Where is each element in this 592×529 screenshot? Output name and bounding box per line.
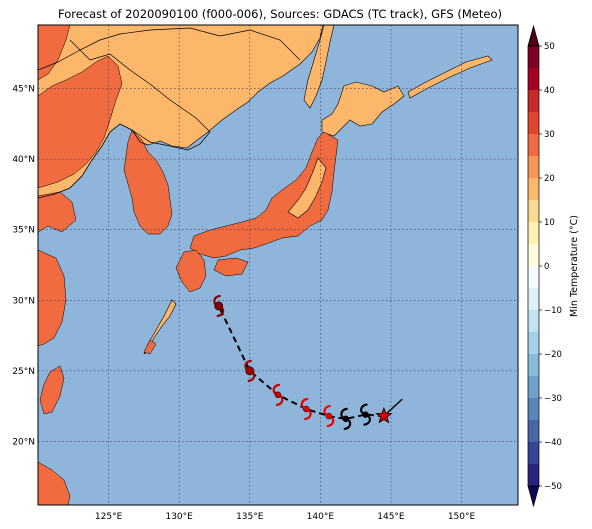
longitude-tick-label: 130°E xyxy=(165,512,193,522)
typhoon-symbol-icon xyxy=(213,294,225,318)
typhoon-symbol-icon xyxy=(340,407,352,430)
colorbar-bin xyxy=(528,68,539,91)
colorbar-bin xyxy=(528,90,539,113)
china-south-warm xyxy=(38,249,67,347)
current-position-star-icon xyxy=(375,406,393,424)
colorbar-tick-label: 50 xyxy=(544,42,555,52)
colorbar-tick-label: −10 xyxy=(544,306,562,316)
colorbar-tick-label: −40 xyxy=(544,438,562,448)
shikoku xyxy=(213,257,249,277)
colorbar-bin xyxy=(528,464,539,487)
typhoon-symbol-icon xyxy=(300,397,312,421)
colorbar-over-arrow xyxy=(527,24,540,47)
hokkaido xyxy=(321,81,405,137)
typhoon-symbol-icon xyxy=(244,359,256,382)
colorbar-bin xyxy=(528,134,539,157)
colorbar-tick-label: 0 xyxy=(544,262,549,272)
asia-coastline xyxy=(38,123,149,199)
colorbar-bin xyxy=(528,222,539,245)
colorbar-bin xyxy=(528,178,539,201)
colorbar-bin xyxy=(528,442,539,465)
colorbar-bin xyxy=(528,200,539,223)
colorbar-tick-label: 20 xyxy=(544,174,555,184)
latitude-labels: 20°N 25°N 30°N 35°N 40°N 45°N xyxy=(12,85,35,448)
liaoning-warm xyxy=(38,55,123,189)
china-korea-border xyxy=(69,39,211,151)
typhoon-symbol-icon xyxy=(272,383,284,406)
land-layer xyxy=(38,25,493,505)
chart-title: Forecast of 2020090100 (f000-006), Sourc… xyxy=(58,7,502,21)
longitude-tick-label: 135°E xyxy=(236,512,264,522)
korea-peninsula xyxy=(123,129,173,235)
typhoon-symbol-icon xyxy=(323,404,335,428)
colorbar-bin xyxy=(528,46,539,69)
graticule xyxy=(38,25,518,505)
colorbar-tick-label: −20 xyxy=(544,350,562,360)
colorbar-bin xyxy=(528,112,539,135)
latitude-tick-label: 40°N xyxy=(12,155,35,165)
honshu xyxy=(189,131,339,259)
colorbar-bin xyxy=(528,376,539,399)
colorbar-bin xyxy=(528,244,539,267)
longitude-tick-label: 140°E xyxy=(307,512,335,522)
kyushu xyxy=(175,249,207,293)
colorbar: 50 40 30 20 10 0 −10 −20 −30 −40 −50 Min Temperatur… xyxy=(527,24,580,508)
colorbar-tick-label: 10 xyxy=(544,218,555,228)
taiwan xyxy=(39,365,65,415)
mongolia-border xyxy=(38,27,301,71)
colorbar-bin xyxy=(528,398,539,421)
luzon xyxy=(38,461,71,505)
map-frame xyxy=(37,24,519,506)
colorbar-tick-label: 40 xyxy=(544,86,555,96)
latitude-tick-label: 45°N xyxy=(12,85,35,95)
colorbar-bin xyxy=(528,332,539,355)
sakhalin xyxy=(303,25,335,109)
colorbar-bin xyxy=(528,156,539,179)
kuril-islands xyxy=(407,55,493,99)
colorbar-title: Min Temperature (°C) xyxy=(569,215,580,317)
longitude-labels: 125°E 130°E 135°E 140°E 145°E 150°E xyxy=(95,512,476,522)
longitude-tick-label: 145°E xyxy=(377,512,405,522)
tc-track xyxy=(213,294,403,430)
longitude-tick-label: 125°E xyxy=(95,512,123,522)
latitude-tick-label: 20°N xyxy=(12,437,35,447)
coast-warm-north xyxy=(38,25,71,81)
colorbar-bin xyxy=(528,354,539,377)
honshu-interior xyxy=(287,157,327,219)
colorbar-tick-label: −50 xyxy=(544,482,562,492)
colorbar-tick-label: −30 xyxy=(544,394,562,404)
colorbar-tick-label: 30 xyxy=(544,130,555,140)
colorbar-bin xyxy=(528,288,539,311)
latitude-tick-label: 35°N xyxy=(12,226,35,236)
latitude-tick-label: 25°N xyxy=(12,367,35,377)
latitude-tick-label: 30°N xyxy=(12,296,35,306)
colorbar-bin xyxy=(528,420,539,443)
longitude-tick-label: 150°E xyxy=(448,512,476,522)
china-coast-warm xyxy=(38,191,77,233)
colorbar-bin xyxy=(528,310,539,333)
colorbar-bin xyxy=(528,266,539,289)
okinawa xyxy=(143,339,157,355)
colorbar-under-arrow xyxy=(527,485,540,508)
typhoon-symbol-icon xyxy=(360,403,372,426)
